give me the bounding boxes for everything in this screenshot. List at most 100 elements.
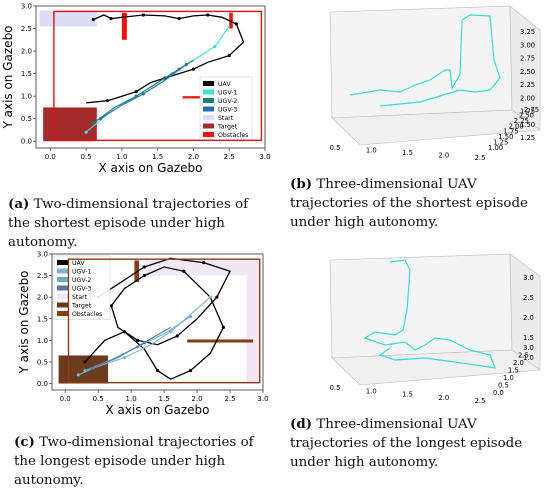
- legend-swatch: [57, 260, 68, 265]
- x-tick-label: 1.5: [402, 149, 413, 157]
- legend-label: Target: [217, 124, 238, 131]
- y-tick-label: 2.5: [21, 25, 32, 33]
- z-tick-label: 1.75: [520, 108, 535, 116]
- legend-swatch: [203, 98, 214, 103]
- series-ugv-1-point: [169, 330, 173, 334]
- pane-floor: [331, 109, 541, 146]
- series-ugv-3-point: [184, 63, 188, 67]
- x-tick-label: 1.0: [126, 395, 137, 403]
- start-zone: [144, 260, 260, 276]
- series-uav-point: [142, 265, 146, 269]
- y-tick-label: 0.0: [37, 380, 48, 388]
- series-uav-point: [221, 325, 226, 329]
- obstacle: [182, 96, 201, 99]
- legend-label: UGV-2: [72, 277, 91, 284]
- pane-back: [329, 253, 513, 359]
- x-tick-label: 2.0: [438, 152, 449, 160]
- series-ugv-3-point: [142, 340, 146, 345]
- x-tick-label: 0.5: [93, 395, 104, 403]
- series-uav-point: [188, 368, 193, 373]
- y-tick-label: 0.0: [21, 138, 32, 146]
- series-uav-point: [83, 360, 87, 364]
- z-tick-label: 1.0: [523, 354, 534, 362]
- y-axis-label: Y axis on Gazebo: [1, 25, 15, 129]
- obstacle: [121, 12, 127, 40]
- panel-b: 0.5 1.0 1.5 2.0 2.5 1.00 1.25 1.50 1.75 2.00 2.25 2…: [290, 0, 550, 172]
- y-tick-label: 2.5: [37, 272, 48, 280]
- z-tick-label: 3.25: [520, 28, 535, 36]
- series-uav-point: [182, 269, 186, 273]
- plot-d: 0.5 1.0 1.5 2.0 2.50.00.51.01.52.02.53.01.01…: [329, 253, 541, 405]
- legend-label: UAV: [218, 81, 231, 88]
- legend-swatch: [57, 285, 68, 291]
- y-tick-label: 2.25: [514, 117, 529, 125]
- target-zone: [43, 107, 97, 142]
- obstacle: [187, 339, 254, 343]
- x-tick-label: 0.5: [81, 153, 92, 161]
- series-ugv-1-line: [78, 296, 211, 376]
- y-tick-label: 0.5: [21, 115, 32, 123]
- y-tick-label: 3.0: [21, 3, 32, 11]
- plot-c: 0.0 0.5 1.0 1.5 2.0 2.5 3.0 0.0 0.5 1.0 1.5 2.0 2.5 3…: [17, 251, 269, 418]
- legend-label: Start: [72, 294, 88, 301]
- legend-swatch: [57, 277, 68, 282]
- series-uav-point: [105, 99, 110, 103]
- x-tick-label: 2.5: [475, 397, 486, 405]
- legend-label: UGV-1: [218, 90, 237, 97]
- series-uav-point: [109, 17, 113, 21]
- legend-swatch: [57, 311, 68, 316]
- series-uav-line: [86, 14, 245, 104]
- y-tick-label: 3.0: [523, 344, 534, 352]
- z-tick-label: 1.25: [520, 134, 535, 142]
- x-axis-label: X axis on Gazebo: [106, 403, 210, 417]
- y-tick-label: 2.0: [21, 48, 32, 56]
- series-ugv-1-point: [213, 44, 217, 49]
- legend-label: UAV: [72, 260, 85, 267]
- x-tick-label: 2.5: [224, 395, 235, 403]
- series-ugv-1-point: [76, 373, 80, 377]
- start-zone: [39, 10, 97, 27]
- legend-swatch: [57, 294, 68, 299]
- panel-c: 0.0 0.5 1.0 1.5 2.0 2.5 3.0 0.0 0.5 1.0 1.5 2.0 2.5 3…: [17, 250, 269, 426]
- y-tick-label: 0.5: [498, 382, 509, 390]
- series-uav-point: [141, 13, 145, 17]
- z-tick-label: 2.00: [520, 94, 535, 102]
- z-tick-label: 2.75: [520, 55, 535, 63]
- series-ugv-1-point: [208, 295, 212, 299]
- x-tick-label: 1.5: [402, 391, 413, 399]
- x-tick-label: 2.5: [224, 153, 235, 161]
- x-tick-label: 1.0: [366, 387, 377, 395]
- caption-d-label: (d): [290, 416, 313, 432]
- panel-d: 0.5 1.0 1.5 2.0 2.5 0.0 0.5 1.0 1.5 2.0 2.5 3.0 1.0 1…: [295, 250, 550, 410]
- legend-label: Start: [218, 115, 234, 122]
- y-tick-label: 2.5: [518, 352, 529, 360]
- z-tick-label: 1.50: [520, 121, 535, 129]
- y-tick-label: 0.0: [493, 389, 504, 397]
- caption-c-text: Two-dimensional trajectories of the long…: [14, 435, 254, 488]
- caption-c: (c) Two-dimensional trajectories of the …: [14, 433, 272, 490]
- series-uav-point: [215, 295, 219, 299]
- z-tick-label: 2.25: [520, 81, 535, 89]
- z-tick-label: 3.00: [520, 41, 535, 49]
- x-tick-label: 1.0: [366, 147, 377, 155]
- legend-swatch: [203, 81, 214, 86]
- series-ugv-3-point: [89, 366, 94, 371]
- x-tick-label: 2.5: [475, 154, 486, 162]
- series-ugv-3-point: [141, 92, 145, 96]
- x-tick-label: 0.0: [45, 153, 56, 161]
- series-uav-point: [136, 338, 140, 342]
- legend-label: UGV-3: [218, 107, 237, 114]
- legend-label: Target: [71, 303, 92, 310]
- z-tick-label: 2.0: [523, 314, 534, 322]
- z-tick-label: 2.5: [523, 294, 534, 302]
- series-uav-point: [175, 334, 179, 338]
- y-tick-label: 2.0: [37, 294, 48, 302]
- legend-label: UGV-2: [218, 98, 237, 105]
- legend-swatch: [57, 268, 68, 274]
- legend-swatch: [203, 132, 214, 137]
- series-ugv-2-point: [188, 315, 193, 319]
- legend-label: UGV-3: [72, 286, 91, 293]
- start-zone-side: [246, 260, 260, 384]
- x-tick-label: 0.5: [330, 144, 341, 152]
- caption-a-label: (a): [8, 196, 30, 212]
